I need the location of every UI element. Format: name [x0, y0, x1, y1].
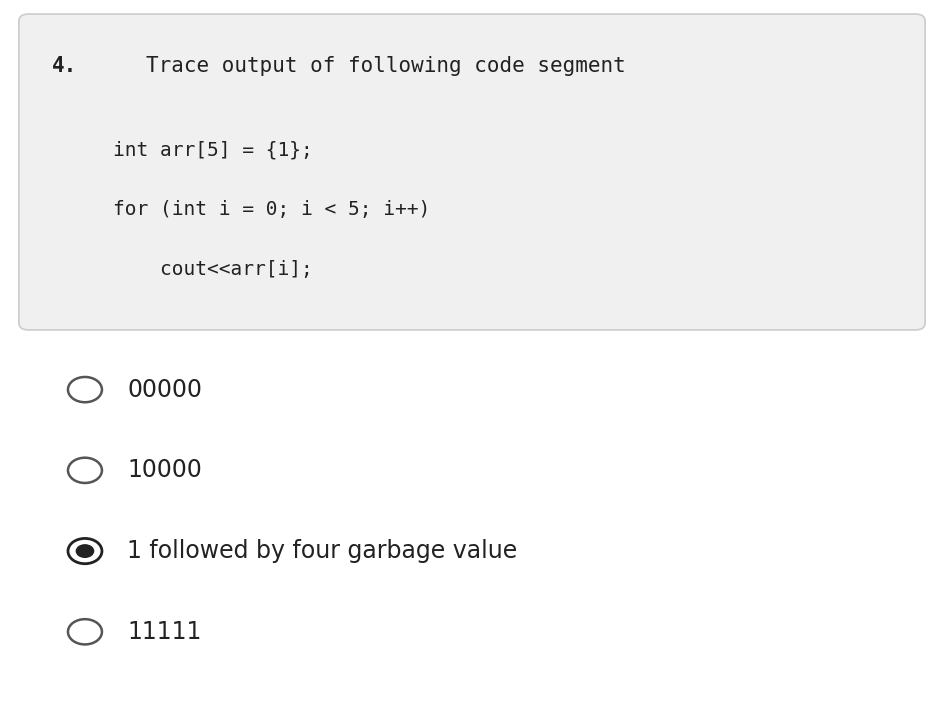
Text: 10000: 10000 — [127, 458, 202, 482]
Text: 11111: 11111 — [127, 620, 202, 644]
Text: Trace output of following code segment: Trace output of following code segment — [146, 56, 626, 76]
Text: for (int i = 0; i < 5; i++): for (int i = 0; i < 5; i++) — [113, 200, 430, 219]
Text: cout<<arr[i];: cout<<arr[i]; — [113, 260, 313, 279]
Text: 1 followed by four garbage value: 1 followed by four garbage value — [127, 539, 517, 563]
Text: int arr[5] = {1};: int arr[5] = {1}; — [113, 140, 313, 159]
FancyBboxPatch shape — [19, 14, 925, 330]
Text: 00000: 00000 — [127, 378, 202, 402]
Circle shape — [76, 544, 94, 558]
Text: 4.: 4. — [52, 56, 77, 76]
